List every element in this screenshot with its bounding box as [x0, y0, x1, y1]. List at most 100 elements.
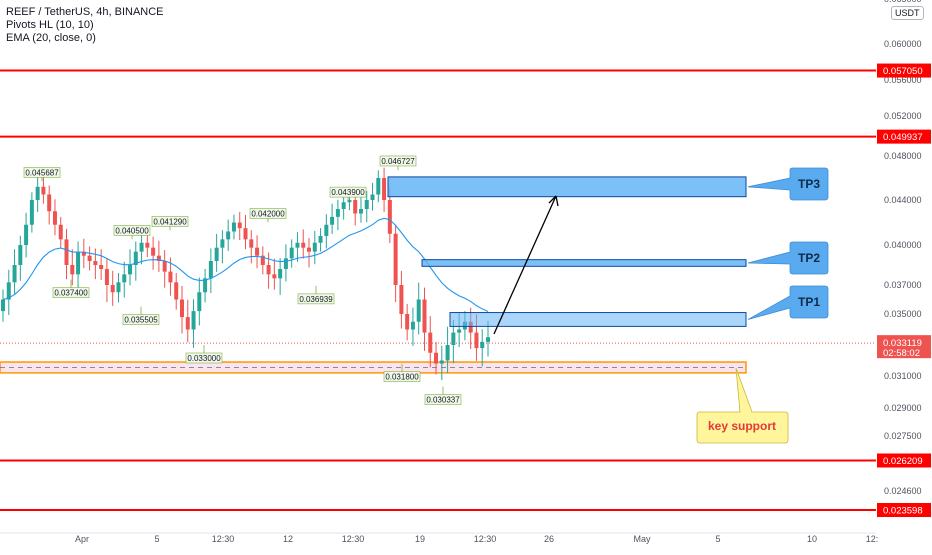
candle-body	[370, 194, 375, 200]
pivot-label-box	[424, 394, 462, 405]
symbol-title[interactable]: REEF / TetherUS, 4h, BINANCE	[6, 6, 164, 18]
candle-body	[278, 269, 283, 279]
level-price-label: 0.057050	[883, 66, 923, 77]
candle-body	[47, 194, 52, 212]
pivot-label: 0.045687	[25, 168, 59, 177]
take-profit-zone	[449, 312, 747, 327]
candle-body	[283, 258, 288, 269]
candle-body	[330, 216, 335, 225]
take-profit-zone	[387, 176, 747, 198]
candle-body	[12, 265, 17, 283]
candle-body	[156, 255, 161, 261]
candle-body	[145, 242, 150, 248]
tp-callout-label: TP3	[798, 177, 820, 191]
target-arrow	[493, 195, 557, 335]
candle-body	[226, 231, 231, 240]
candle-body	[104, 269, 109, 285]
candle-body	[6, 282, 11, 300]
x-tick-label: Apr	[75, 534, 89, 544]
candle-body	[29, 200, 34, 225]
candle-body	[272, 274, 277, 279]
pivot-label: 0.037400	[54, 289, 88, 298]
candle-body	[307, 247, 312, 252]
candle-body	[231, 222, 236, 232]
x-tick-label: 10	[807, 534, 817, 544]
pivot-label: 0.035505	[124, 316, 158, 325]
candle-body	[70, 265, 75, 275]
current-price-label: 0.033119	[883, 338, 922, 349]
candle-body	[399, 285, 404, 314]
level-price-label: 0.026209	[883, 456, 923, 467]
candle-body	[179, 299, 184, 318]
candle-body	[237, 222, 242, 229]
candle-body	[347, 200, 352, 203]
pivot-label-box	[297, 293, 335, 305]
pivot-label: 0.031800	[385, 373, 419, 382]
candle-body	[266, 265, 271, 275]
pivot-label: 0.040500	[115, 226, 149, 235]
candle-body	[457, 329, 462, 333]
candle-body	[81, 251, 86, 256]
take-profit-zone	[421, 259, 747, 267]
level-price-label: 0.049937	[883, 132, 923, 143]
x-tick-label: 5	[154, 534, 159, 544]
candle-body	[249, 239, 254, 248]
x-tick-label: 5	[715, 534, 720, 544]
indicator-pivots[interactable]: Pivots HL (10, 10)	[6, 19, 94, 31]
pivot-label-box	[379, 155, 417, 167]
candle-body	[128, 265, 133, 275]
target-arrowhead	[548, 195, 559, 207]
candle-body	[393, 233, 398, 285]
pivot-label: 0.042000	[251, 210, 285, 219]
indicator-ema[interactable]: EMA (20, close, 0)	[6, 32, 96, 44]
candle-body	[122, 274, 127, 283]
candle-body	[116, 282, 121, 293]
y-tick-label: 0.044000	[884, 195, 922, 205]
tp-callout-label: TP1	[798, 295, 820, 309]
candle-body	[260, 255, 265, 265]
candle-body	[110, 285, 115, 293]
pivot-label-box	[383, 371, 421, 382]
pivot-label: 0.041290	[153, 217, 187, 226]
y-tick-label: 0.035000	[884, 309, 922, 319]
x-tick-label: 12	[283, 534, 293, 544]
candle-body	[220, 239, 225, 248]
candle-body	[428, 332, 433, 353]
candle-body	[133, 251, 138, 265]
candle-body	[151, 247, 156, 256]
x-tick-label: 12:30	[342, 534, 365, 544]
x-tick-label: 19	[415, 534, 425, 544]
candle-body	[76, 251, 81, 275]
candle-body	[318, 236, 323, 243]
candle-body	[376, 178, 381, 195]
candle-body	[410, 321, 415, 330]
candle-body	[197, 292, 202, 312]
candle-body	[341, 202, 346, 209]
candle-body	[289, 247, 294, 259]
current-price-tag	[877, 335, 931, 359]
y-tick-label: 0.052000	[884, 111, 922, 121]
y-tick-label: 0.027500	[884, 431, 922, 441]
level-price-tag	[877, 129, 931, 144]
candle-body	[24, 224, 29, 245]
x-tick-label: 12:30	[474, 534, 497, 544]
candle-body	[451, 332, 456, 345]
key-support-label: key support	[708, 419, 776, 433]
candle-body	[312, 242, 317, 252]
currency-badge[interactable]: USDT	[891, 6, 924, 20]
candle-body	[214, 247, 219, 261]
pivot-label-box	[151, 216, 189, 227]
tp-callout	[747, 241, 829, 275]
pivot-label: 0.036939	[299, 295, 333, 304]
level-price-tag	[877, 503, 931, 518]
candle-body	[52, 211, 57, 225]
x-tick-label: 12:30	[212, 534, 235, 544]
pivot-label-box	[249, 208, 287, 219]
candle-body	[203, 278, 208, 293]
candle-body	[191, 311, 196, 330]
key-support-callout	[696, 367, 789, 444]
candle-body	[480, 341, 485, 349]
candle-body	[185, 317, 190, 330]
